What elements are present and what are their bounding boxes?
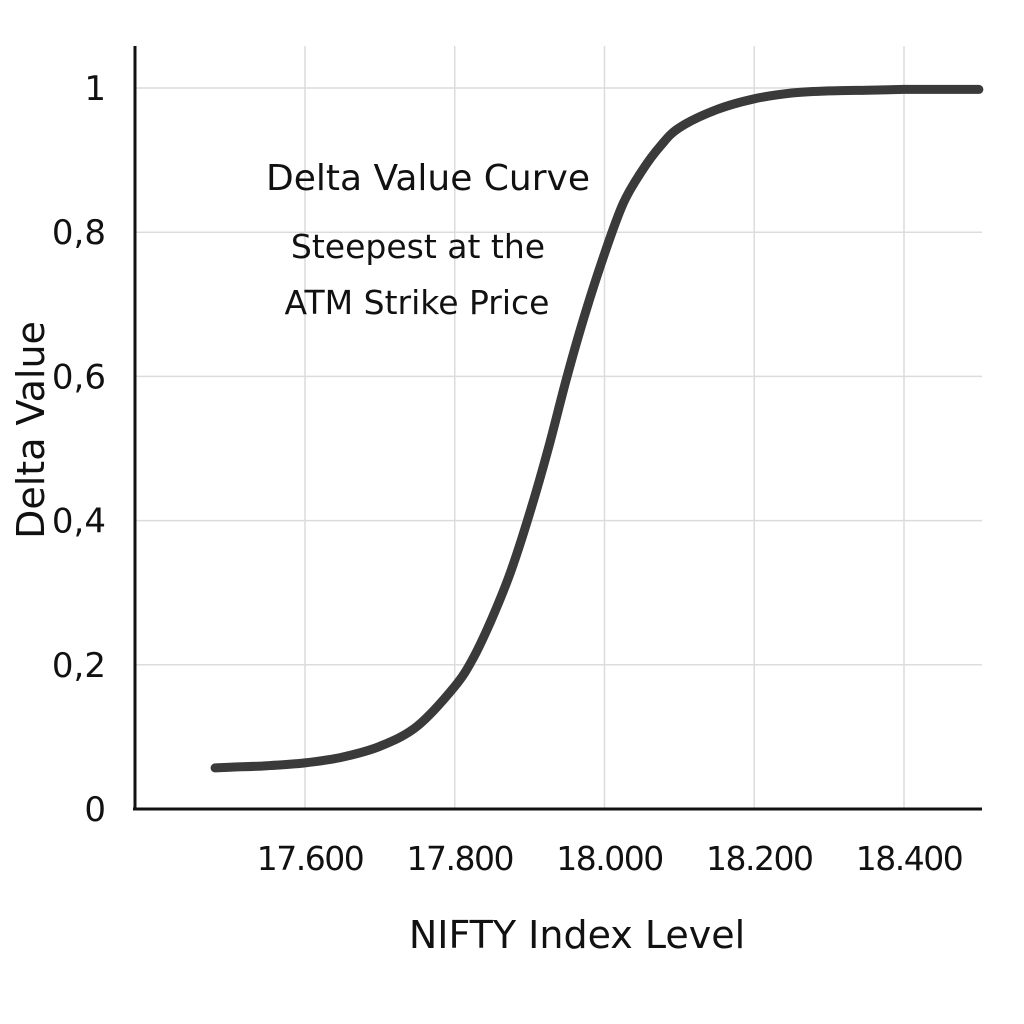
x-tick-label: 17.800 <box>407 839 513 878</box>
x-tick-label: 18.200 <box>706 839 812 878</box>
annotation-title: Delta Value Curve <box>266 158 590 199</box>
y-tick-label: 1 <box>84 69 106 109</box>
x-tick-label: 17.600 <box>257 839 363 878</box>
x-tick-labels: 17.600 17.800 18.000 18.200 18.400 <box>257 839 964 878</box>
y-tick-label: 0 <box>84 790 106 830</box>
annotation-line-2: ATM Strike Price <box>285 283 550 322</box>
y-axis-label: Delta Value <box>9 321 53 539</box>
y-tick-label: 0,2 <box>52 646 106 686</box>
annotation-line-1: Steepest at the <box>291 227 545 266</box>
x-tick-label: 18.000 <box>556 839 662 878</box>
x-tick-label: 18.400 <box>856 839 962 878</box>
delta-curve-line <box>210 84 984 773</box>
y-tick-labels: 0 0,2 0,4 0,6 0,8 1 <box>52 69 106 830</box>
x-axis-label: NIFTY Index Level <box>409 913 745 957</box>
y-tick-label: 0,8 <box>52 213 106 253</box>
axes <box>133 46 982 811</box>
y-tick-label: 0,6 <box>52 357 106 397</box>
y-tick-label: 0,4 <box>52 502 106 542</box>
